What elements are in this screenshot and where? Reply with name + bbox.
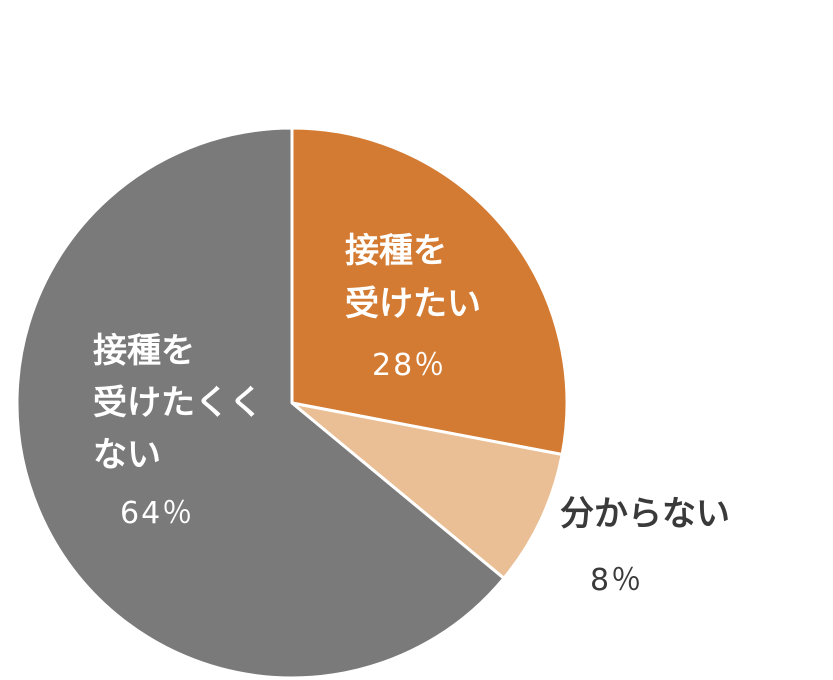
slice-label-want-line-1: 接種を — [345, 231, 447, 271]
slice-label-not-want-line-2: 受けたくく — [93, 383, 263, 423]
slice-percent-unknown: 8％ — [590, 563, 643, 598]
pie-slice-not-want — [15, 126, 506, 680]
slice-percent-want: 28％ — [372, 348, 446, 383]
slice-label-not-want-line-3: ない — [93, 435, 161, 475]
slice-percent-not-want: 64％ — [120, 496, 194, 531]
pie-slice-want — [290, 126, 569, 457]
slice-label-want-line-2: 受けたい — [345, 284, 481, 324]
pie-labels: 接種を 受けたい 28％ 分からない 8％ 接種を 受けたくく ない 64％ — [93, 231, 730, 598]
slice-label-unknown: 分からない — [560, 494, 730, 534]
pie-slice-unknown — [290, 401, 564, 580]
pie-slices — [15, 126, 569, 680]
slice-label-not-want-line-1: 接種を — [93, 331, 195, 371]
